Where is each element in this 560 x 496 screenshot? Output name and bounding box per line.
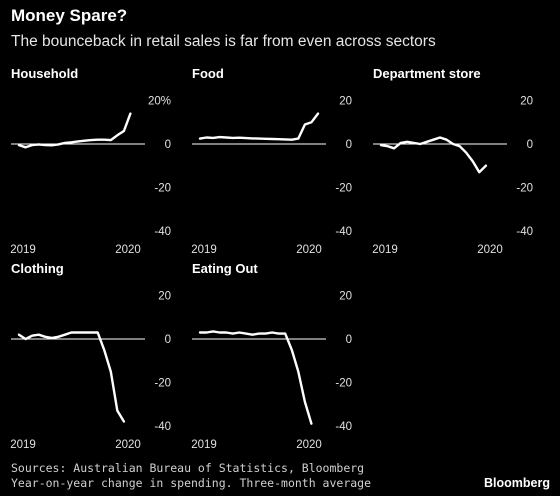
department-store-x-tick-label: 2019: [372, 244, 398, 256]
food-y-tick-label: -20: [335, 182, 352, 194]
department-store-y-tick-label: -20: [516, 182, 533, 194]
household-y-tick-label: -40: [154, 226, 171, 238]
clothing-panel-title: Clothing: [11, 261, 64, 276]
household-y-tick-label: -20: [154, 182, 171, 194]
food-y-tick-label: 0: [346, 139, 352, 151]
clothing-y-tick-label: -40: [154, 421, 171, 433]
household-x-tick-label: 2020: [115, 244, 141, 256]
food-panel-title: Food: [192, 66, 224, 81]
food-y-tick-label: 20: [339, 96, 352, 108]
department-store-series-line: [379, 136, 488, 174]
eating-out-y-tick-label: -40: [335, 421, 352, 433]
household-y-tick-label: 20%: [148, 96, 171, 108]
chart-title: Money Spare?: [11, 6, 128, 25]
eating-out-y-tick-label: 20: [339, 291, 352, 303]
clothing-series-line: [17, 331, 126, 423]
chart-subtitle: The bounceback in retail sales is far fr…: [11, 33, 436, 50]
clothing-y-tick-label: 20: [158, 291, 171, 303]
department-store-panel-title: Department store: [373, 66, 481, 81]
clothing-y-tick-label: -20: [154, 377, 171, 389]
source-note: Sources: Australian Bureau of Statistics…: [11, 461, 365, 475]
method-note: Year-on-year change in spending. Three-m…: [11, 476, 372, 490]
food-x-tick-label: 2019: [191, 244, 217, 256]
household-y-tick-label: 0: [165, 139, 171, 151]
eating-out-y-tick-label: 0: [346, 334, 352, 346]
department-store-y-tick-label: -40: [516, 226, 533, 238]
department-store-y-tick-label: 0: [527, 139, 533, 151]
bloomberg-logo: Bloomberg: [484, 476, 550, 490]
clothing-y-tick-label: 0: [165, 334, 171, 346]
department-store-y-tick-label: 20: [520, 96, 533, 108]
eating-out-series-line: [198, 330, 313, 425]
eating-out-panel-title: Eating Out: [192, 261, 258, 276]
eating-out-x-tick-label: 2020: [296, 439, 322, 451]
eating-out-x-tick-label: 2019: [191, 439, 217, 451]
household-x-tick-label: 2019: [10, 244, 36, 256]
household-series-line: [17, 112, 132, 149]
household-panel-title: Household: [11, 66, 78, 81]
clothing-x-tick-label: 2019: [10, 439, 36, 451]
eating-out-y-tick-label: -20: [335, 377, 352, 389]
clothing-x-tick-label: 2020: [115, 439, 141, 451]
food-y-tick-label: -40: [335, 226, 352, 238]
food-x-tick-label: 2020: [296, 244, 322, 256]
department-store-x-tick-label: 2020: [477, 244, 503, 256]
food-series-line: [198, 112, 320, 141]
